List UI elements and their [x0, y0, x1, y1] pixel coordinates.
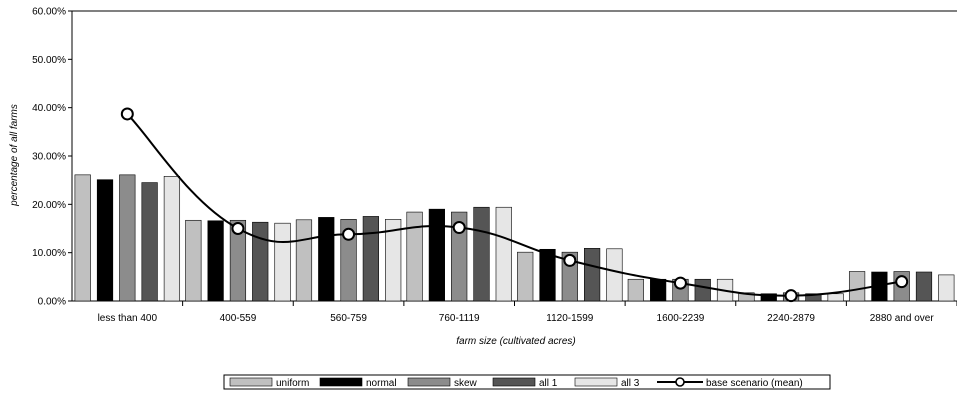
bar-all-1 [252, 221, 269, 302]
bar-skew [229, 219, 247, 302]
legend-swatch-normal [319, 377, 363, 387]
legend-label-normal: normal [366, 378, 397, 389]
bar-all-1 [915, 271, 933, 302]
legend-label-all-1: all 1 [539, 378, 558, 389]
bar-uniform [517, 251, 534, 302]
bar-normal [428, 208, 445, 302]
legend-swatch-skew [407, 377, 451, 387]
base-scenario-marker [895, 275, 909, 289]
bar-all-1 [584, 248, 601, 302]
bar-all-3 [938, 274, 955, 302]
legend-swatch-marker-base-scenario-mean [675, 377, 685, 387]
bar-all-1 [141, 182, 158, 302]
y-axis-title: percentage of all farms [9, 104, 20, 207]
y-tick-label: 40.00% [32, 103, 66, 114]
bar-uniform [74, 174, 91, 302]
bar-normal [207, 220, 224, 302]
bar-all-3 [163, 176, 181, 302]
x-tick-label: 2880 and over [870, 313, 935, 324]
bar-uniform [295, 219, 313, 302]
bar-normal [96, 179, 114, 302]
x-tick-label: 2240-2879 [767, 313, 815, 324]
bar-all-3 [606, 248, 623, 302]
bar-all-3 [274, 222, 291, 302]
base-scenario-marker [231, 222, 245, 235]
bar-all-1 [473, 206, 490, 302]
bar-normal [318, 217, 335, 302]
bar-all-3 [495, 206, 512, 302]
bar-skew [451, 211, 468, 302]
y-tick-label: 60.00% [32, 7, 66, 18]
bar-all-3 [385, 219, 402, 302]
y-tick-label: 30.00% [32, 152, 66, 163]
legend-label-skew: skew [454, 378, 478, 389]
x-tick-label: less than 400 [98, 313, 158, 324]
base-scenario-marker [563, 253, 577, 267]
legend-swatch-uniform [229, 377, 273, 387]
x-tick-label: 1120-1599 [546, 313, 594, 324]
bar-skew [340, 219, 357, 302]
x-tick-label: 760-1119 [439, 313, 480, 324]
y-tick-label: 50.00% [32, 55, 66, 66]
x-tick-label: 1600-2239 [657, 313, 705, 324]
bar-normal [760, 293, 777, 302]
bar-normal [539, 248, 556, 302]
y-tick-label: 20.00% [32, 200, 66, 211]
base-scenario-marker [452, 221, 466, 235]
bar-all-1 [362, 216, 379, 302]
x-tick-label: 400-559 [220, 313, 257, 324]
legend-label-uniform: uniform [276, 378, 309, 389]
bar-uniform [406, 211, 423, 302]
base-scenario-marker [784, 289, 798, 303]
bar-uniform [627, 278, 644, 302]
bar-skew [119, 174, 136, 302]
y-tick-label: 10.00% [32, 248, 66, 259]
legend-label-base-scenario-mean: base scenario (mean) [706, 378, 803, 389]
bar-all-1 [805, 293, 822, 302]
y-tick-label: 0.00% [38, 297, 66, 308]
bar-uniform [185, 219, 202, 302]
legend-swatch-all-1 [492, 377, 536, 387]
bar-uniform [848, 271, 866, 302]
base-scenario-marker [673, 276, 687, 290]
base-scenario-marker [120, 107, 134, 121]
bar-all-1 [694, 278, 711, 302]
plot-area: 0.00% 10.00% 20.00% 30.00% 40.00% 50.00% 60.00… [32, 7, 957, 324]
bar-normal [650, 278, 667, 302]
legend-label-all-3: all 3 [621, 378, 640, 389]
x-tick-label: 560-759 [330, 313, 367, 324]
base-scenario-marker [342, 227, 356, 241]
bar-all-3 [827, 293, 844, 302]
legend-swatch-all-3 [574, 377, 618, 387]
x-axis-title: farm size (cultivated acres) [456, 336, 575, 347]
legend: uniform normal skew all 1 all 3 base scenario… [223, 374, 831, 390]
